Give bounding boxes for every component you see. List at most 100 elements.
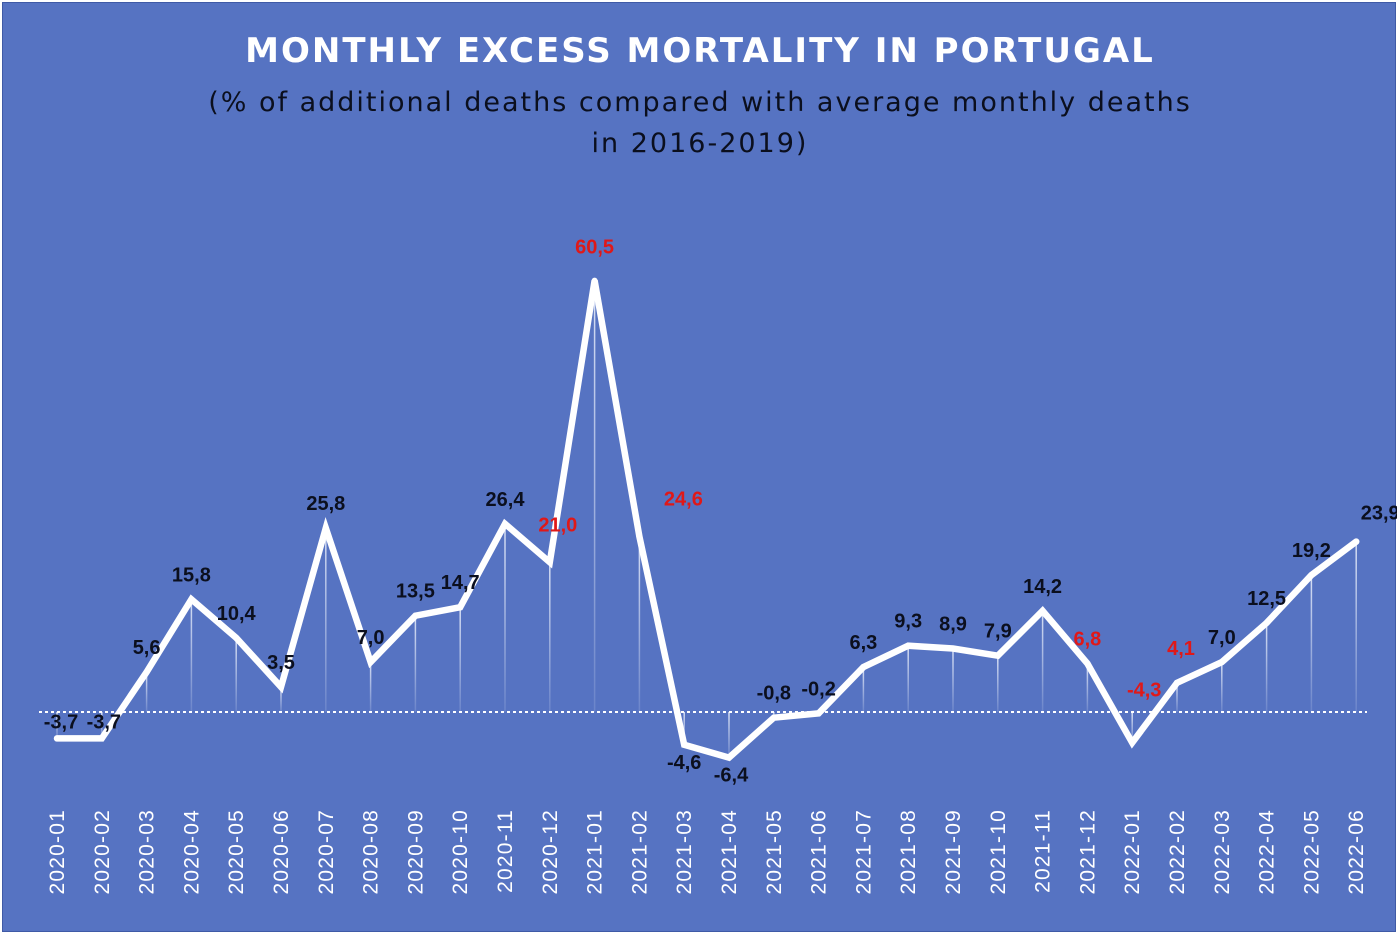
data-point	[502, 520, 508, 527]
drop-line	[280, 687, 282, 712]
data-point	[278, 684, 284, 691]
data-point	[412, 612, 419, 619]
data-label: -4,3	[1127, 680, 1161, 702]
data-label: 14,7	[441, 572, 480, 594]
x-tick-label: 2021-11	[1032, 809, 1055, 893]
data-label: 5,6	[133, 637, 161, 659]
data-point	[591, 277, 598, 284]
data-label: -0,2	[801, 678, 835, 700]
data-point	[98, 735, 105, 742]
data-label: 6,8	[1073, 629, 1101, 651]
x-tick-label: 2020-05	[225, 809, 248, 894]
data-label: -6,4	[714, 765, 749, 787]
drop-line	[1041, 610, 1044, 712]
data-label: 8,9	[939, 614, 967, 636]
drop-line	[369, 662, 372, 712]
x-tick-label: 2021-04	[718, 809, 741, 894]
data-label: 7,0	[357, 627, 385, 649]
data-label: 4,1	[1167, 638, 1195, 660]
chart-title: MONTHLY EXCESS MORTALITY IN PORTUGAL	[245, 31, 1155, 71]
drop-line	[1310, 575, 1313, 712]
drop-line	[504, 523, 506, 712]
data-point	[457, 604, 464, 611]
x-tick-label: 2021-10	[987, 809, 1010, 894]
data-point	[143, 669, 150, 676]
data-point	[681, 741, 688, 748]
data-point	[54, 735, 60, 742]
data-label: 23,9	[1361, 503, 1397, 525]
x-tick-label: 2021-09	[942, 809, 965, 894]
drop-line	[190, 599, 193, 712]
data-point	[1084, 660, 1091, 667]
data-point	[905, 642, 912, 649]
excess-mortality-line	[53, 280, 1360, 762]
x-tick-label: 2020-04	[180, 809, 203, 894]
drop-line	[1176, 682, 1178, 712]
data-label: -3,7	[87, 711, 121, 733]
data-point	[636, 533, 643, 540]
drop-line	[56, 712, 58, 739]
x-tick-label: 2020-08	[360, 809, 383, 894]
x-tick-label: 2020-12	[539, 809, 562, 894]
data-point	[726, 754, 732, 761]
drop-line	[459, 607, 461, 712]
line-chart: -3,7 -3,7 5,6 15,8 10,4 3,5 25,8 7,0 13,5 14,7 26,…	[39, 237, 1397, 894]
data-label: 24,6	[664, 489, 703, 511]
x-tick-label: 2020-03	[136, 809, 159, 894]
data-point	[367, 659, 374, 666]
drop-line	[997, 655, 999, 712]
data-label: 9,3	[894, 611, 922, 633]
drop-line	[1131, 712, 1133, 743]
data-label: 60,5	[575, 237, 614, 259]
x-tick-label: 2020-11	[494, 809, 517, 893]
x-tick-label: 2020-10	[449, 809, 472, 894]
x-tick-label: 2022-05	[1300, 809, 1323, 894]
data-point	[1039, 607, 1046, 614]
data-label: -3,7	[44, 711, 78, 733]
drop-line	[728, 712, 730, 758]
data-point	[950, 645, 956, 652]
data-label: 19,2	[1292, 540, 1331, 562]
data-point	[233, 634, 240, 641]
drop-line	[101, 712, 103, 739]
x-tick-label: 2020-01	[46, 809, 69, 894]
x-tick-label: 2020-09	[404, 809, 427, 894]
chart-subtitle-line-1: (% of additional deaths compared with av…	[208, 87, 1192, 118]
drop-line	[145, 672, 148, 712]
drop-line	[549, 562, 551, 712]
data-label: 7,9	[984, 621, 1012, 643]
data-label: 25,8	[306, 493, 345, 515]
data-point	[860, 664, 867, 671]
data-label: 21,0	[538, 514, 577, 536]
x-tick-label: 2021-03	[673, 809, 696, 894]
data-label: -4,6	[667, 752, 701, 774]
drop-line	[683, 712, 685, 745]
drop-line	[235, 637, 237, 712]
data-point	[815, 710, 822, 717]
x-tick-label: 2021-08	[897, 809, 920, 894]
data-point	[994, 652, 1001, 659]
x-tick-label: 2020-02	[91, 809, 114, 894]
x-tick-label: 2021-06	[808, 809, 831, 894]
x-tick-label: 2021-02	[628, 809, 651, 894]
drop-line	[862, 667, 865, 712]
x-tick-label: 2022-03	[1211, 809, 1234, 894]
data-label: 26,4	[486, 489, 526, 511]
drop-line	[1265, 622, 1268, 712]
drop-line	[414, 615, 417, 712]
data-label: 3,5	[267, 652, 295, 674]
data-label: 10,4	[217, 603, 257, 625]
x-tick-label: 2021-07	[852, 809, 875, 894]
data-label: 14,2	[1023, 576, 1062, 598]
data-point	[1263, 619, 1270, 626]
drop-line	[907, 645, 909, 712]
data-point	[770, 714, 777, 721]
drop-line	[638, 536, 641, 712]
x-tick-label: 2020-07	[315, 809, 338, 894]
x-tick-label: 2021-12	[1076, 809, 1099, 894]
data-point	[1218, 659, 1225, 666]
data-label: 7,0	[1208, 627, 1236, 649]
data-point	[1174, 679, 1180, 686]
drop-line	[952, 648, 954, 712]
